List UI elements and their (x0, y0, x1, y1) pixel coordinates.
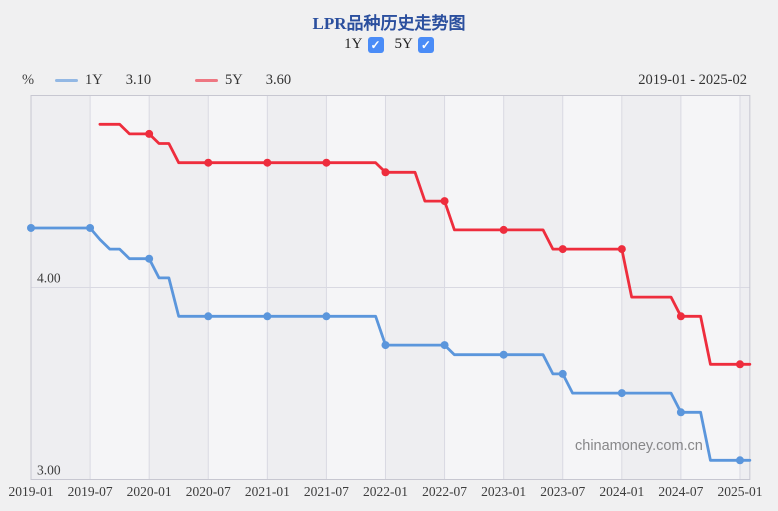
data-point-marker-5Y (204, 158, 213, 167)
plot-border (30, 95, 751, 480)
data-point-marker-5Y (381, 168, 390, 177)
x-axis-tick-label: 2020-07 (186, 484, 231, 499)
x-axis-tick-label: 2019-07 (68, 484, 113, 499)
legend-item-5y: 5Y 3.60 (195, 72, 291, 89)
legend-line-swatch-5y (195, 79, 218, 82)
data-point-marker-5Y (617, 245, 626, 254)
x-axis-tick-label: 2021-07 (304, 484, 349, 499)
data-point-marker-1Y (440, 341, 449, 350)
data-point-marker-1Y (381, 341, 390, 350)
legend-item-1y: 1Y 3.10 (55, 72, 151, 89)
data-point-marker-1Y (617, 389, 626, 398)
data-point-marker-1Y (145, 254, 154, 263)
legend-current-value-5y: 3.60 (265, 72, 292, 88)
data-point-marker-1Y (322, 312, 331, 321)
series-toggle-row: 1Y 5Y (0, 36, 778, 53)
legend-line-swatch-1y (55, 79, 78, 82)
y-axis-tick-label: 3.00 (37, 463, 61, 478)
series-toggle-5y-checkbox[interactable] (417, 36, 434, 53)
date-range-label: 2019-01 - 2025-02 (638, 72, 747, 88)
legend-row: % 1Y 3.10 5Y 3.60 2019-01 - 2025-02 (0, 72, 778, 90)
data-point-marker-5Y (440, 197, 449, 206)
data-point-marker-1Y (558, 369, 567, 378)
data-point-marker-1Y (735, 456, 744, 465)
data-point-marker-1Y (204, 312, 213, 321)
series-toggle-1y-label: 1Y (344, 36, 363, 52)
x-axis-tick-label: 2022-01 (363, 484, 408, 499)
x-axis-tick-label: 2020-01 (127, 484, 172, 499)
series-toggle-5y-label: 5Y (394, 36, 413, 52)
x-axis-tick-label: 2023-07 (540, 484, 585, 499)
data-point-marker-1Y (86, 223, 95, 232)
x-axis-tick-label: 2024-01 (599, 484, 644, 499)
x-axis-tick-label: 2024-07 (658, 484, 703, 499)
legend-label-1y: 1Y (85, 72, 103, 88)
x-axis-tick-label: 2025-01 (717, 484, 762, 499)
series-toggle-1y-checkbox[interactable] (367, 36, 384, 53)
legend-label-5y: 5Y (225, 72, 243, 88)
chart-plot-area[interactable] (31, 96, 750, 480)
x-axis-tick-label: 2021-01 (245, 484, 290, 499)
legend-current-value-1y: 3.10 (125, 72, 152, 88)
data-point-marker-5Y (676, 312, 685, 321)
data-point-marker-5Y (263, 158, 272, 167)
data-point-marker-1Y (27, 223, 35, 232)
series-toggle-5y: 5Y (395, 36, 434, 53)
data-point-marker-5Y (499, 225, 508, 234)
y-axis-tick-label: 4.00 (37, 271, 61, 286)
page-title: LPR品种历史走势图 (312, 14, 466, 33)
watermark: chinamoney.com.cn (575, 438, 703, 454)
x-axis-tick-label: 2023-01 (481, 484, 526, 499)
data-point-marker-5Y (145, 129, 154, 138)
x-axis-tick-label: 2022-07 (422, 484, 467, 499)
series-toggle-1y: 1Y (344, 36, 384, 53)
data-point-marker-5Y (735, 360, 744, 369)
data-point-marker-5Y (558, 245, 567, 254)
y-axis-unit-label: % (22, 72, 35, 88)
x-axis-tick-label: 2019-01 (9, 484, 54, 499)
data-point-marker-1Y (676, 408, 685, 417)
data-point-marker-1Y (263, 312, 272, 321)
data-point-marker-5Y (322, 158, 331, 167)
data-point-marker-1Y (499, 350, 508, 359)
